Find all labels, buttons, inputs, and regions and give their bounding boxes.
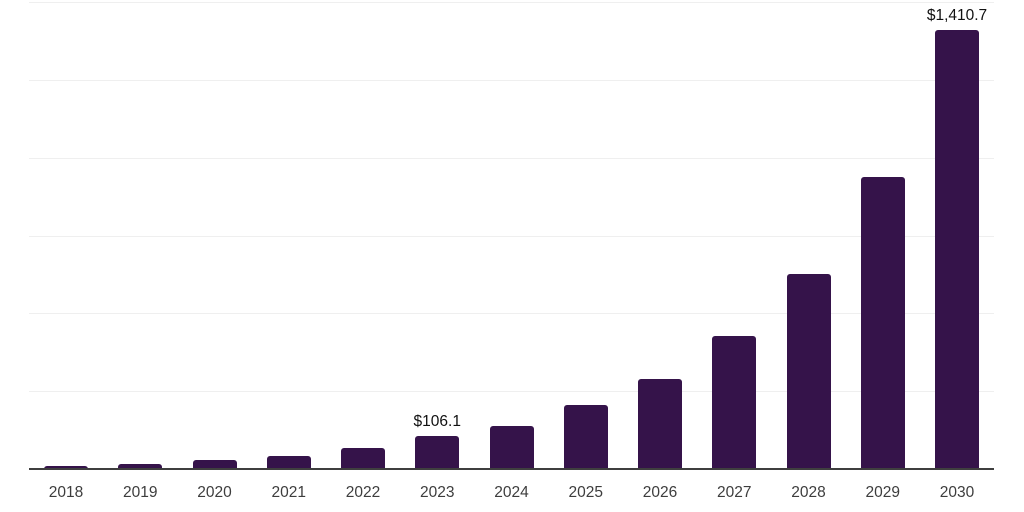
gridline <box>29 79 994 81</box>
x-axis-label: 2019 <box>123 484 158 501</box>
x-axis-label: 2021 <box>271 484 306 501</box>
x-axis-label: 2024 <box>494 484 529 501</box>
gridline <box>29 391 994 393</box>
bar <box>786 274 831 469</box>
bar <box>44 465 88 469</box>
x-axis-label: 2025 <box>568 484 603 501</box>
x-axis-line <box>29 468 994 470</box>
bar-value-label: $1,410.7 <box>926 6 988 24</box>
bar <box>118 464 163 469</box>
bar <box>341 447 385 469</box>
gridline <box>29 235 994 237</box>
x-axis-label: 2029 <box>865 484 900 501</box>
gridline <box>29 2 994 3</box>
x-axis-label: 2018 <box>48 484 84 501</box>
gridline <box>29 313 994 315</box>
bar <box>192 460 237 469</box>
bar <box>266 456 311 469</box>
bar <box>860 177 905 469</box>
x-axis-label: 2030 <box>939 484 975 501</box>
gridline <box>29 157 994 159</box>
x-axis-label: 2022 <box>345 484 381 501</box>
bar <box>712 336 757 469</box>
bar <box>935 29 979 469</box>
x-axis-label: 2023 <box>420 484 455 501</box>
bar <box>415 435 460 469</box>
x-axis-label: 2027 <box>717 484 752 501</box>
bar-value-label: $106.1 <box>413 412 461 430</box>
x-axis-label: 2026 <box>642 484 678 501</box>
bar <box>489 425 534 469</box>
bar <box>563 404 608 469</box>
x-axis-label: 2028 <box>791 484 826 501</box>
bar <box>638 379 682 469</box>
x-axis-label: 2020 <box>197 484 232 501</box>
